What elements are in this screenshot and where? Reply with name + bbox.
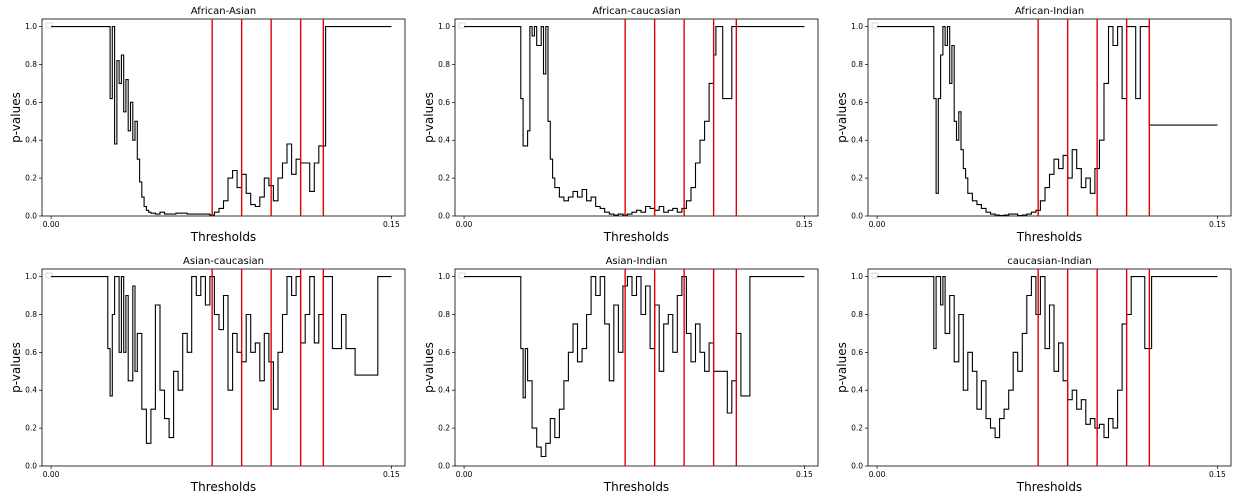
x-tick-label: 0.00 <box>43 470 60 479</box>
x-axis-label: Thresholds <box>603 230 669 243</box>
y-tick-label: 0.4 <box>438 386 450 395</box>
x-tick-label: 0.15 <box>796 470 813 479</box>
y-axis-label: p-values <box>9 342 23 393</box>
y-axis-label: p-values <box>9 92 23 143</box>
chart-panel-2: African-caucasian 0.0 0.2 0.4 0.6 0.8 1.0 0.00 0… <box>413 0 823 247</box>
y-tick-label: 0.8 <box>25 60 37 69</box>
y-tick-label: 1.0 <box>438 22 450 31</box>
y-tick-label: 0.4 <box>25 386 37 395</box>
y-tick-label: 0.0 <box>25 462 37 471</box>
chart-svg: African-caucasian 0.0 0.2 0.4 0.6 0.8 1.0 0.00 0… <box>422 6 819 244</box>
legend-box <box>458 22 466 29</box>
chart-svg: caucasian-Indian 0.0 0.2 0.4 0.6 0.8 1.0 0.00 0.… <box>835 256 1232 494</box>
y-tick-label: 1.0 <box>438 272 450 281</box>
legend-box <box>871 22 879 29</box>
y-tick-label: 1.0 <box>851 272 863 281</box>
chart-title: caucasian-Indian <box>1007 256 1092 267</box>
y-tick-label: 0.6 <box>851 348 863 357</box>
x-axis-label: Thresholds <box>190 230 256 243</box>
chart-title: African-Asian <box>191 6 257 17</box>
y-tick-label: 0.0 <box>851 212 863 221</box>
y-tick-label: 0.2 <box>851 174 863 183</box>
chart-panel-5: Asian-Indian 0.0 0.2 0.4 0.6 0.8 1.0 0.00 0.15 Th… <box>413 250 823 497</box>
chart-svg: African-Indian 0.0 0.2 0.4 0.6 0.8 1.0 0.00 0.15… <box>835 6 1232 244</box>
y-tick-label: 0.4 <box>25 136 37 145</box>
y-tick-label: 0.6 <box>25 348 37 357</box>
plot-area <box>867 268 1232 467</box>
y-tick-label: 1.0 <box>25 22 37 31</box>
y-axis-label: p-values <box>422 342 436 393</box>
series-line <box>877 276 1218 439</box>
x-tick-label: 0.00 <box>869 220 886 229</box>
chart-svg: Asian-Indian 0.0 0.2 0.4 0.6 0.8 1.0 0.00 0.15 Th… <box>422 256 819 494</box>
legend-box <box>871 272 879 279</box>
y-tick-label: 0.8 <box>851 310 863 319</box>
chart-svg: Asian-caucasian 0.0 0.2 0.4 0.6 0.8 1.0 0.00 0.1… <box>9 256 406 494</box>
series-line <box>51 276 392 444</box>
plot-area <box>454 268 819 467</box>
y-axis-label: p-values <box>422 92 436 143</box>
y-tick-label: 0.2 <box>438 174 450 183</box>
y-tick-label: 0.0 <box>25 212 37 221</box>
x-tick-label: 0.15 <box>1209 470 1226 479</box>
y-tick-label: 0.8 <box>438 60 450 69</box>
chart-title: African-Indian <box>1015 6 1084 17</box>
x-axis-label: Thresholds <box>1016 480 1082 493</box>
plot-area <box>41 18 406 217</box>
chart-svg: African-Asian 0.0 0.2 0.4 0.6 0.8 1.0 0.00 0.15 T… <box>9 6 406 244</box>
x-tick-label: 0.00 <box>456 220 473 229</box>
chart-panel-3: African-Indian 0.0 0.2 0.4 0.6 0.8 1.0 0.00 0.15… <box>826 0 1236 247</box>
legend-box <box>458 272 466 279</box>
y-tick-label: 0.4 <box>851 386 863 395</box>
y-tick-label: 0.0 <box>851 462 863 471</box>
legend-box <box>45 22 53 29</box>
y-tick-label: 0.8 <box>25 310 37 319</box>
y-tick-label: 0.6 <box>438 98 450 107</box>
y-tick-label: 0.4 <box>851 136 863 145</box>
series-line <box>464 26 805 216</box>
chart-title: African-caucasian <box>592 6 681 17</box>
y-tick-label: 0.0 <box>438 212 450 221</box>
series-line <box>464 276 805 458</box>
chart-title: Asian-Indian <box>606 256 668 267</box>
y-tick-label: 0.2 <box>25 174 37 183</box>
chart-panel-4: Asian-caucasian 0.0 0.2 0.4 0.6 0.8 1.0 0.00 0.1… <box>0 250 410 497</box>
y-tick-label: 1.0 <box>851 22 863 31</box>
y-tick-label: 0.6 <box>851 98 863 107</box>
y-axis-label: p-values <box>835 342 849 393</box>
x-tick-label: 0.15 <box>796 220 813 229</box>
series-line <box>877 26 1218 217</box>
x-tick-label: 0.15 <box>1209 220 1226 229</box>
x-axis-label: Thresholds <box>190 480 256 493</box>
x-tick-label: 0.15 <box>383 470 400 479</box>
legend-box <box>45 272 53 279</box>
y-tick-label: 0.8 <box>438 310 450 319</box>
x-tick-label: 0.15 <box>383 220 400 229</box>
y-tick-label: 0.2 <box>438 424 450 433</box>
y-tick-label: 0.2 <box>25 424 37 433</box>
y-tick-label: 0.0 <box>438 462 450 471</box>
plot-area <box>454 18 819 217</box>
y-axis-label: p-values <box>835 92 849 143</box>
x-tick-label: 0.00 <box>869 470 886 479</box>
chart-title: Asian-caucasian <box>183 256 264 267</box>
y-tick-label: 1.0 <box>25 272 37 281</box>
x-tick-label: 0.00 <box>43 220 60 229</box>
y-tick-label: 0.4 <box>438 136 450 145</box>
y-tick-label: 0.6 <box>438 348 450 357</box>
y-tick-label: 0.6 <box>25 98 37 107</box>
series-line <box>51 26 392 216</box>
chart-panel-6: caucasian-Indian 0.0 0.2 0.4 0.6 0.8 1.0 0.00 0.… <box>826 250 1236 497</box>
x-axis-label: Thresholds <box>1016 230 1082 243</box>
x-axis-label: Thresholds <box>603 480 669 493</box>
y-tick-label: 0.2 <box>851 424 863 433</box>
y-tick-label: 0.8 <box>851 60 863 69</box>
chart-panel-1: African-Asian 0.0 0.2 0.4 0.6 0.8 1.0 0.00 0.15 T… <box>0 0 410 247</box>
x-tick-label: 0.00 <box>456 470 473 479</box>
